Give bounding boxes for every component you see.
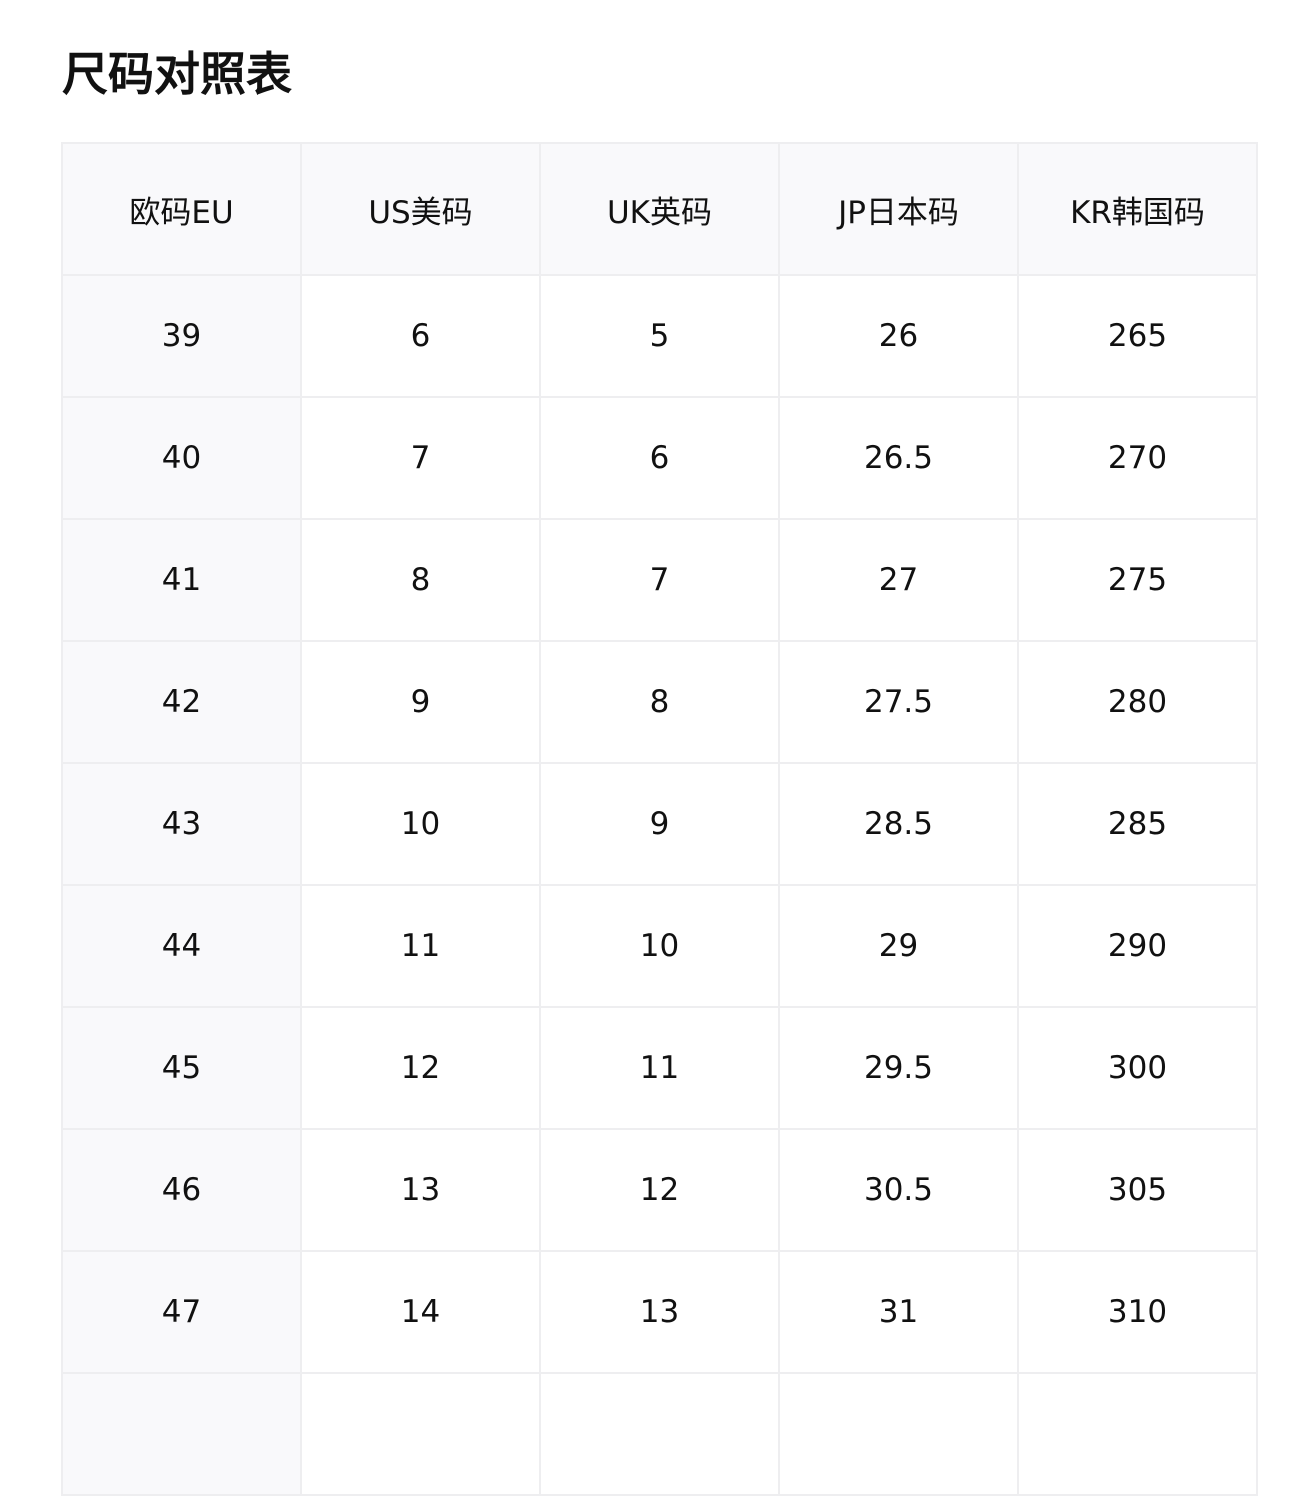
table-cell: 28.5 bbox=[778, 762, 1019, 886]
table-cell: 7 bbox=[539, 518, 780, 642]
table-cell: 13 bbox=[539, 1250, 780, 1374]
table-cell: 310 bbox=[1017, 1250, 1258, 1374]
table-row bbox=[61, 1372, 1258, 1496]
table-cell: 27.5 bbox=[778, 640, 1019, 764]
table-cell: 13 bbox=[300, 1128, 541, 1252]
table-cell: 45 bbox=[61, 1006, 302, 1130]
table-cell bbox=[300, 1372, 541, 1496]
table-row: 42 9 8 27.5 280 bbox=[61, 640, 1258, 764]
column-header: JP日本码 bbox=[778, 142, 1019, 276]
table-cell: 265 bbox=[1017, 274, 1258, 398]
table-cell: 6 bbox=[539, 396, 780, 520]
table-cell: 5 bbox=[539, 274, 780, 398]
table-row: 40 7 6 26.5 270 bbox=[61, 396, 1258, 520]
table-cell: 42 bbox=[61, 640, 302, 764]
table-cell: 280 bbox=[1017, 640, 1258, 764]
table-cell: 275 bbox=[1017, 518, 1258, 642]
table-cell: 10 bbox=[539, 884, 780, 1008]
table-cell: 10 bbox=[300, 762, 541, 886]
table-cell: 9 bbox=[300, 640, 541, 764]
column-header: US美码 bbox=[300, 142, 541, 276]
table-cell: 290 bbox=[1017, 884, 1258, 1008]
table-cell: 285 bbox=[1017, 762, 1258, 886]
table-cell: 14 bbox=[300, 1250, 541, 1374]
table-cell: 29.5 bbox=[778, 1006, 1019, 1130]
table-cell: 39 bbox=[61, 274, 302, 398]
table-header-row: 欧码EU US美码 UK英码 JP日本码 KR韩国码 bbox=[61, 142, 1258, 276]
table-cell: 7 bbox=[300, 396, 541, 520]
table-cell: 11 bbox=[300, 884, 541, 1008]
table-cell: 11 bbox=[539, 1006, 780, 1130]
table-row: 43 10 9 28.5 285 bbox=[61, 762, 1258, 886]
table-cell: 300 bbox=[1017, 1006, 1258, 1130]
page-title: 尺码对照表 bbox=[62, 47, 292, 101]
table-cell: 27 bbox=[778, 518, 1019, 642]
table-cell: 47 bbox=[61, 1250, 302, 1374]
column-header: 欧码EU bbox=[61, 142, 302, 276]
table-cell: 9 bbox=[539, 762, 780, 886]
table-cell bbox=[1017, 1372, 1258, 1496]
table-row: 47 14 13 31 310 bbox=[61, 1250, 1258, 1374]
table-row: 46 13 12 30.5 305 bbox=[61, 1128, 1258, 1252]
table-cell bbox=[61, 1372, 302, 1496]
table-cell: 40 bbox=[61, 396, 302, 520]
size-chart-table: 欧码EU US美码 UK英码 JP日本码 KR韩国码 39 6 5 26 265 40 7 6 26.5… bbox=[61, 142, 1258, 1496]
table-row: 39 6 5 26 265 bbox=[61, 274, 1258, 398]
table-cell: 46 bbox=[61, 1128, 302, 1252]
table-cell: 6 bbox=[300, 274, 541, 398]
table-cell: 44 bbox=[61, 884, 302, 1008]
table-cell: 305 bbox=[1017, 1128, 1258, 1252]
table-cell: 26 bbox=[778, 274, 1019, 398]
table-cell: 26.5 bbox=[778, 396, 1019, 520]
table-cell: 31 bbox=[778, 1250, 1019, 1374]
table-row: 45 12 11 29.5 300 bbox=[61, 1006, 1258, 1130]
table-row: 41 8 7 27 275 bbox=[61, 518, 1258, 642]
table-cell: 30.5 bbox=[778, 1128, 1019, 1252]
table-cell: 43 bbox=[61, 762, 302, 886]
table-cell bbox=[539, 1372, 780, 1496]
column-header: UK英码 bbox=[539, 142, 780, 276]
table-cell: 270 bbox=[1017, 396, 1258, 520]
table-row: 44 11 10 29 290 bbox=[61, 884, 1258, 1008]
table-cell: 12 bbox=[539, 1128, 780, 1252]
table-cell: 12 bbox=[300, 1006, 541, 1130]
table-cell bbox=[778, 1372, 1019, 1496]
table-cell: 8 bbox=[539, 640, 780, 764]
table-cell: 29 bbox=[778, 884, 1019, 1008]
table-cell: 8 bbox=[300, 518, 541, 642]
column-header: KR韩国码 bbox=[1017, 142, 1258, 276]
table-cell: 41 bbox=[61, 518, 302, 642]
